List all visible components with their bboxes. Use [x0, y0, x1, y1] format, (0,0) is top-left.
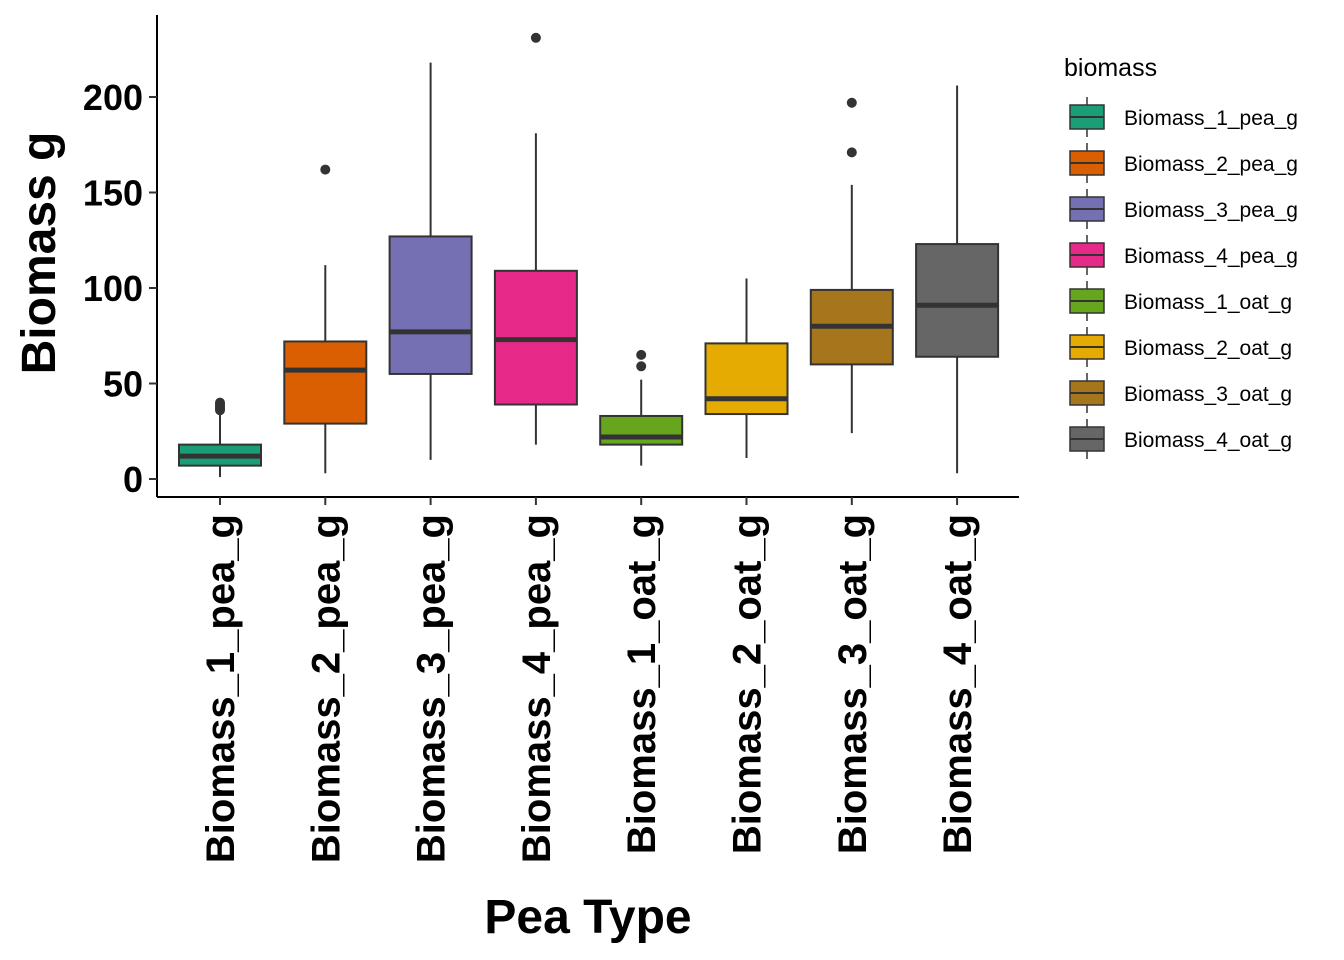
box-body — [388, 235, 473, 375]
x-tick-label: Biomass_3_oat_g — [831, 514, 875, 854]
legend-item-1: Biomass_1_pea_g — [1069, 97, 1298, 137]
legend-label: Biomass_1_pea_g — [1124, 107, 1298, 130]
x-tick-label: Biomass_2_oat_g — [726, 514, 770, 854]
outlier-point — [215, 397, 225, 408]
legend-label: Biomass_2_pea_g — [1124, 153, 1298, 176]
legend: biomass Biomass_1_pea_g Biomass_2_pea_g Bio… — [1064, 54, 1298, 459]
box-body — [599, 414, 684, 446]
box-8 — [915, 85, 1000, 474]
box-5 — [599, 349, 684, 466]
legend-item-3: Biomass_3_pea_g — [1069, 189, 1298, 229]
outlier-point — [636, 361, 647, 372]
legend-label: Biomass_2_oat_g — [1124, 337, 1292, 360]
x-axis-title: Pea Type — [484, 891, 691, 944]
outlier-point — [320, 164, 331, 175]
legend-label: Biomass_4_pea_g — [1124, 245, 1298, 268]
outlier-point — [846, 147, 857, 158]
x-tick-label: Biomass_1_oat_g — [620, 514, 664, 854]
box-4 — [493, 32, 578, 445]
x-tick-label: Biomass_3_pea_g — [410, 514, 454, 863]
legend-label: Biomass_4_oat_g — [1124, 429, 1292, 452]
legend-label: Biomass_3_oat_g — [1124, 383, 1292, 406]
box-3 — [388, 62, 473, 460]
outlier-point — [636, 349, 647, 360]
y-tick-label: 0 — [123, 459, 143, 500]
legend-title: biomass — [1064, 54, 1157, 82]
x-tick-label: Biomass_4_pea_g — [515, 514, 559, 863]
legend-item-5: Biomass_1_oat_g — [1069, 281, 1292, 321]
axes-layer: 0 50 100 150 200 Biomass_1_pea_g Biomass_2_pea… — [83, 15, 1019, 863]
y-tick-label: 200 — [83, 77, 143, 118]
legend-label: Biomass_3_pea_g — [1124, 199, 1298, 222]
legend-item-8: Biomass_4_oat_g — [1069, 419, 1292, 459]
box-6 — [704, 278, 789, 458]
boxes-layer — [178, 32, 1000, 478]
y-tick-label: 50 — [103, 364, 143, 405]
x-tick-label: Biomass_2_pea_g — [304, 514, 348, 863]
x-tick-label: Biomass_1_pea_g — [199, 514, 243, 863]
legend-item-4: Biomass_4_pea_g — [1069, 235, 1298, 275]
legend-label: Biomass_1_oat_g — [1124, 291, 1292, 314]
box-7 — [809, 97, 894, 434]
legend-item-7: Biomass_3_oat_g — [1069, 373, 1292, 413]
box-body — [915, 243, 1000, 358]
x-tick-label: Biomass_4_oat_g — [936, 514, 980, 854]
box-body — [283, 340, 368, 425]
legend-item-6: Biomass_2_oat_g — [1069, 327, 1292, 367]
box-1 — [178, 397, 262, 478]
outlier-point — [530, 32, 541, 43]
legend-item-2: Biomass_2_pea_g — [1069, 143, 1298, 183]
y-tick-label: 100 — [83, 268, 143, 309]
outlier-point — [846, 97, 857, 108]
y-axis-title: Biomass g — [13, 132, 66, 375]
box-2 — [283, 164, 368, 474]
y-tick-label: 150 — [83, 173, 143, 214]
box-body — [704, 342, 789, 416]
